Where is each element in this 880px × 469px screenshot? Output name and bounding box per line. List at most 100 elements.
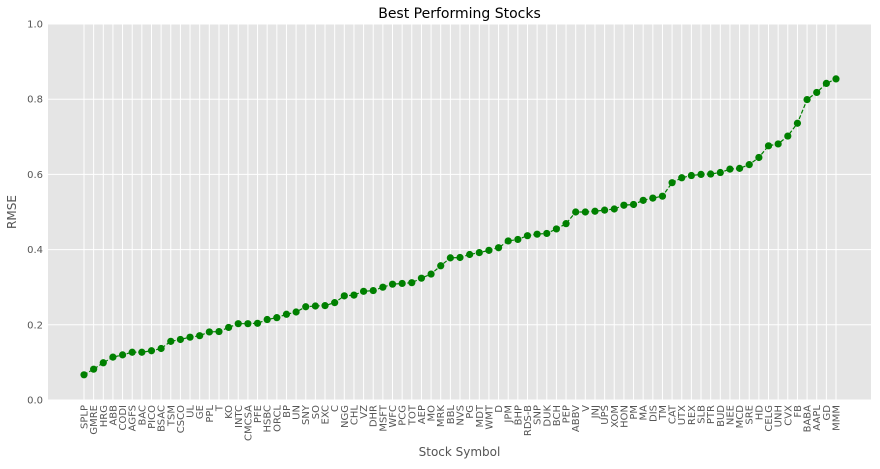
x-tick-label: SO — [311, 405, 322, 419]
data-point — [813, 88, 821, 97]
data-point — [764, 142, 773, 150]
x-tick-label: C — [330, 405, 341, 412]
x-tick-label: BSAC — [157, 405, 168, 432]
data-point — [302, 303, 310, 311]
data-point — [417, 274, 426, 282]
data-point — [581, 208, 589, 216]
data-point — [707, 170, 715, 178]
x-tick-label: CVX — [783, 405, 794, 426]
data-point — [311, 302, 319, 310]
data-point — [167, 337, 175, 345]
x-tick-label: SLB — [697, 405, 708, 424]
x-tick-label: CAT — [668, 404, 679, 424]
x-tick-label: SNP — [533, 405, 544, 425]
x-tick-label: WFC — [388, 405, 399, 428]
data-point — [793, 119, 802, 127]
data-point — [610, 205, 618, 213]
x-tick-label: KO — [224, 405, 235, 419]
x-tick-labels: SPLPGMREHRGABBCODIAGFSBACPICOBSACTSMCSCO… — [80, 404, 843, 441]
data-point — [176, 335, 185, 344]
x-tick-label: AEP — [417, 405, 428, 424]
y-tick-label: 0.8 — [27, 95, 43, 106]
data-point — [494, 244, 503, 252]
data-point — [572, 208, 580, 216]
data-point — [147, 347, 156, 355]
x-tick-label: NGG — [340, 405, 351, 428]
data-point — [755, 153, 763, 162]
x-tick-label: XOM — [610, 405, 621, 428]
data-point — [253, 319, 262, 327]
x-tick-label: SNY — [301, 404, 312, 425]
data-point — [388, 280, 397, 288]
data-point — [99, 359, 107, 367]
data-point — [437, 262, 445, 270]
data-point — [215, 327, 223, 336]
data-point — [282, 310, 291, 318]
x-tick-label: SRE — [745, 405, 756, 425]
data-point — [735, 164, 744, 172]
data-point — [784, 132, 792, 140]
data-point — [639, 196, 647, 204]
x-tick-label: MMM — [832, 405, 843, 431]
x-tick-label: CELG — [764, 405, 775, 432]
data-points — [80, 75, 840, 379]
data-point — [234, 320, 242, 328]
data-point — [340, 292, 348, 300]
data-point — [832, 75, 840, 83]
x-tick-label: INTC — [234, 405, 245, 428]
x-tick-label: GMRE — [89, 405, 100, 435]
data-point — [668, 179, 676, 187]
x-tick-label: WMT — [484, 404, 495, 430]
x-tick-label: GE — [195, 405, 206, 419]
data-point — [157, 344, 165, 353]
x-tick-label: BP — [282, 405, 293, 418]
data-point — [504, 237, 512, 245]
x-tick-label: HRG — [99, 405, 110, 427]
x-tick-label: BAC — [137, 405, 148, 426]
x-tick-label: ORCL — [272, 405, 283, 432]
chart-title: Best Performing Stocks — [378, 6, 541, 22]
x-tick-label: TM — [658, 405, 669, 421]
data-point — [649, 194, 657, 202]
data-point — [697, 170, 705, 178]
data-point — [398, 279, 406, 288]
y-axis-title: RMSE — [5, 195, 19, 229]
x-tick-label: VZ — [359, 405, 370, 419]
x-tick-label: ABB — [108, 405, 119, 426]
data-point — [225, 323, 233, 332]
x-tick-label: RDS-B — [523, 405, 534, 436]
x-tick-label: UTX — [677, 405, 688, 425]
data-point — [620, 201, 628, 209]
data-point — [128, 348, 136, 356]
x-tick-label: PEP — [562, 405, 573, 423]
data-point — [350, 291, 358, 299]
data-point — [90, 365, 98, 373]
x-tick-label: UPS — [600, 405, 611, 425]
data-point — [687, 171, 695, 180]
x-tick-label: T — [214, 404, 225, 412]
x-tick-label: MRK — [436, 405, 447, 428]
y-tick-label: 0.6 — [27, 170, 43, 181]
x-tick-label: JPM — [504, 405, 515, 424]
data-point — [552, 225, 561, 233]
x-tick-label: NEE — [725, 405, 736, 425]
x-axis-title: Stock Symbol — [419, 445, 501, 459]
x-tick-label: PFE — [253, 405, 264, 423]
x-tick-label: DIS — [648, 405, 659, 422]
x-tick-label: FB — [793, 405, 804, 418]
data-point — [562, 220, 570, 228]
x-tick-label: MSFT — [378, 404, 389, 432]
y-tick-labels: 0.0 0.2 0.4 0.6 0.8 1.0 — [27, 20, 43, 407]
x-tick-label: BABA — [803, 405, 814, 433]
data-point — [80, 371, 88, 379]
x-tick-label: HD — [754, 405, 765, 421]
x-tick-label: SPLP — [80, 405, 91, 429]
x-tick-label: PPL — [205, 405, 216, 423]
x-gridlines — [83, 24, 837, 400]
x-tick-label: PTR — [706, 405, 717, 424]
data-point — [591, 207, 599, 215]
x-tick-label: BHP — [513, 405, 524, 425]
data-point — [514, 235, 522, 244]
data-point — [716, 168, 724, 177]
